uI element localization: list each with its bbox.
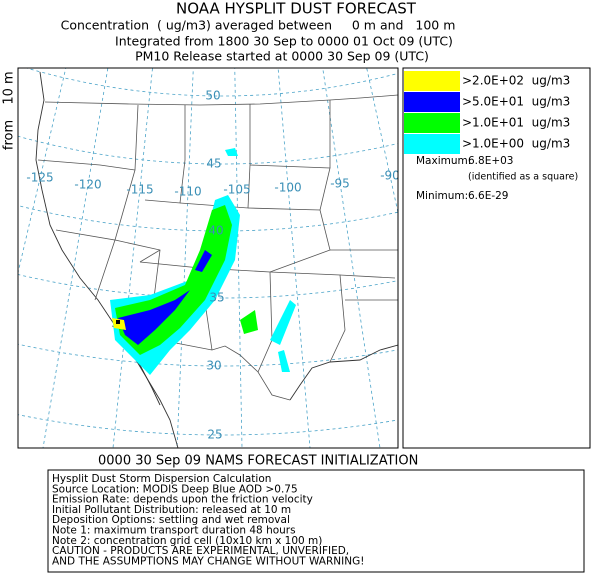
lat-label: 25 [207,428,222,442]
maximum-value: 6.8E+03 [468,155,514,167]
legend-label: >2.0E+02 ug/m3 [462,74,570,88]
maximum-label: Maximum: [416,155,471,167]
subtitle: Integrated from 1800 30 Sep to 0000 01 O… [115,34,453,49]
lat-label: 35 [209,291,224,305]
dust-plume [110,148,296,375]
minimum-label: Minimum: [416,190,468,202]
note-line: CAUTION - PRODUCTS ARE EXPERIMENTAL, UNV… [52,545,349,557]
lon-label: -115 [126,183,153,197]
notes: Hysplit Dust Storm Dispersion Calculatio… [52,473,364,567]
lat-label: 40 [208,224,223,238]
lat-label: 50 [205,89,220,103]
notes-frame [47,469,585,573]
lon-label: -125 [26,171,53,185]
lon-label: -100 [274,181,301,195]
initialization: 0000 30 Sep 09 NAMS FORECAST INITIALIZAT… [98,454,418,469]
map: 50 45 40 35 30 25 -125 -120 -115 -110 -105 -100 -95 -… [18,68,400,448]
graticule [18,68,398,448]
lon-label: -110 [174,185,201,199]
maximum-note: (identified as a square) [468,172,578,183]
legend-swatch [404,71,460,91]
lon-label: -90 [380,169,400,183]
lat-label: 45 [206,157,221,171]
note-line: Emission Rate: depends upon the friction… [52,494,313,506]
map-frame [17,67,399,449]
subtitle: Concentration ( ug/m3) averaged between … [61,18,456,33]
note-line: Hysplit Dust Storm Dispersion Calculatio… [52,473,271,485]
note-line: Note 2: concentration grid cell (10x10 k… [52,535,322,547]
lon-label: -105 [223,183,250,197]
lon-label: -95 [330,177,350,191]
legend-swatch [404,92,460,112]
legend-frame [402,67,591,449]
lat-label: 30 [206,359,221,373]
legend-swatch [404,113,460,133]
legend-swatch [404,134,460,154]
legend-label: >1.0E+01 ug/m3 [462,116,570,130]
minimum-value: 6.6E-29 [468,190,508,202]
note-line: Initial Pollutant Distribution: released… [52,504,291,516]
note-line: AND THE ASSUMPTIONS MAY CHANGE WITHOUT W… [52,555,364,567]
side-label: from [2,120,17,150]
legend: >2.0E+02 ug/m3 >5.0E+01 ug/m3 >1.0E+01 ug/… [404,71,570,154]
note-line: Deposition Options: settling and wet rem… [52,514,290,526]
legend-label: >5.0E+01 ug/m3 [462,95,570,109]
graticule-labels: 50 45 40 35 30 25 -125 -120 -115 -110 -105 -100 -95 -… [26,89,400,442]
title: NOAA HYSPLIT DUST FORECAST [176,0,417,18]
legend-label: >1.0E+00 ug/m3 [462,137,570,151]
side-label: 10 m [2,71,17,104]
lon-label: -120 [74,178,101,192]
note-line: Source Location: MODIS Deep Blue AOD >0.… [52,483,298,495]
subtitle: PM10 Release started at 0000 30 Sep 09 (… [135,49,429,64]
note-line: Note 1: maximum transport duration 48 ho… [52,525,296,537]
